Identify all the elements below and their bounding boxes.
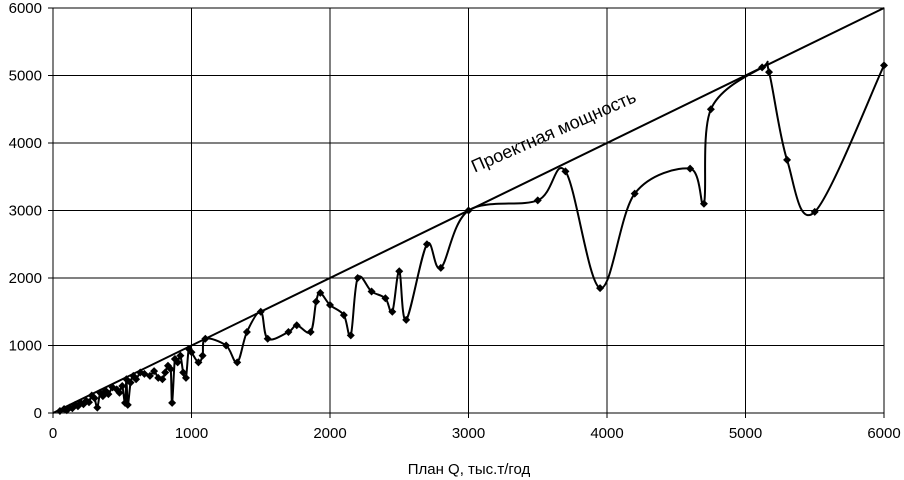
data-point [187,348,196,357]
data-point [630,189,639,198]
data-point [176,351,185,360]
data-point [161,368,170,377]
data-point [402,315,411,324]
data-point [436,263,445,272]
x-axis-title: План Q, тыс.т/год [408,461,531,478]
data-point [90,394,99,403]
data-point [201,334,210,343]
series-line [58,60,885,412]
data-point [353,274,362,282]
data-point [85,398,94,407]
data-point [115,388,124,397]
data-point [810,207,819,216]
data-point [326,301,334,309]
data-point [123,400,132,409]
data-point [316,288,325,297]
y-tick-label: 4000 [9,135,42,152]
series-layer [58,60,885,412]
data-point [126,378,135,387]
data-point [222,341,231,350]
data-point [179,368,188,377]
data-point [388,307,397,316]
data-point [173,358,182,367]
data-point [150,367,159,376]
data-point [765,68,774,77]
data-point [422,240,431,249]
data-point [256,307,265,316]
data-point [464,206,473,215]
data-point [533,196,542,205]
data-point [758,63,767,72]
data-point [198,351,207,360]
data-point [166,365,175,374]
y-tick-label: 6000 [9,0,42,17]
data-point [706,105,715,114]
data-point [145,371,154,380]
data-point [339,311,348,320]
data-point [168,398,177,407]
y-tick-label: 3000 [9,203,42,220]
x-tick-label: 4000 [590,425,623,442]
data-point [367,287,376,296]
data-point [880,61,888,70]
x-tick-label: 6000 [867,425,900,442]
tick-label-layer: 0 1000 2000 3000 4000 5000 6000 0 1000 2000 3000 40… [9,0,901,442]
design-capacity-annotation: Проектная мощность [468,87,639,177]
data-point [346,331,355,340]
data-point [93,403,102,412]
x-tick-label: 2000 [313,425,346,442]
data-point [686,164,695,173]
data-point [242,328,251,336]
data-point [104,390,113,399]
x-tick-label: 5000 [729,425,762,442]
data-point [263,334,272,343]
data-point [118,382,127,390]
marker-layer [55,61,888,415]
data-point [596,284,605,293]
y-tick-label: 5000 [9,68,42,85]
y-tick-label: 2000 [9,270,42,287]
data-point [132,375,141,384]
data-point [312,297,321,306]
y-tick-label: 0 [34,405,42,422]
data-point [233,358,242,367]
x-tick-label: 1000 [175,425,208,442]
data-point [306,328,315,336]
plot-frame [52,7,885,414]
x-tick-label: 3000 [452,425,485,442]
data-point [284,328,293,336]
data-point [395,267,404,276]
data-point [158,375,167,384]
data-point [561,167,570,176]
data-point [194,358,203,367]
data-point [381,294,390,303]
data-point [181,373,190,382]
data-point [292,321,301,330]
data-point [699,199,708,208]
data-point [121,398,130,407]
x-tick-label: 0 [49,425,57,442]
data-point [783,155,792,164]
y-tick-label: 1000 [9,338,42,355]
